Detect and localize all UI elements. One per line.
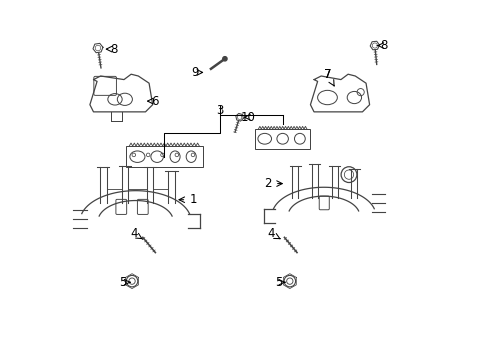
Text: 3: 3 bbox=[216, 104, 223, 117]
Text: 7: 7 bbox=[324, 68, 331, 81]
Text: 8: 8 bbox=[106, 42, 118, 55]
Text: 4: 4 bbox=[267, 227, 280, 240]
Text: 7: 7 bbox=[324, 68, 334, 86]
Text: 8: 8 bbox=[377, 39, 388, 52]
Text: 9: 9 bbox=[191, 66, 202, 79]
Text: 1: 1 bbox=[179, 193, 197, 206]
Text: 4: 4 bbox=[130, 227, 143, 240]
Text: 5: 5 bbox=[120, 276, 130, 289]
Circle shape bbox=[223, 57, 227, 61]
Text: 2: 2 bbox=[265, 177, 282, 190]
Text: 5: 5 bbox=[275, 276, 285, 289]
Text: 6: 6 bbox=[147, 95, 159, 108]
Text: 10: 10 bbox=[241, 111, 256, 124]
